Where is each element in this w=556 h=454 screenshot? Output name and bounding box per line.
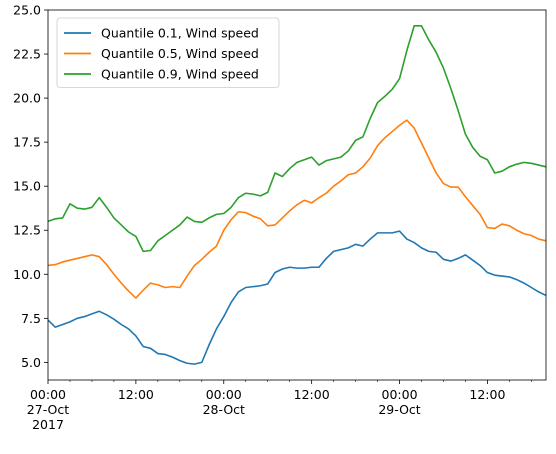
y-tick-label: 10.0	[13, 267, 41, 282]
series-lines	[47, 25, 547, 365]
x-tick-label: 12:00	[118, 387, 154, 402]
y-tick-label: 15.0	[13, 179, 41, 194]
y-tick-label: 7.5	[21, 311, 41, 326]
x-tick-label: 12:00	[469, 387, 505, 402]
legend-label: Quantile 0.1, Wind speed	[101, 26, 259, 41]
y-tick-label: 12.5	[13, 223, 41, 238]
legend-box	[56, 17, 280, 88]
x-tick-label: 12:00	[294, 387, 330, 402]
x-tick-label: 00:00	[382, 387, 418, 402]
y-tick-label: 20.0	[13, 91, 41, 106]
x-tick-label: 00:00	[30, 387, 66, 402]
y-tick-label: 22.5	[13, 47, 41, 62]
y-tick-label: 5.0	[21, 355, 41, 370]
x-tick-label: 28-Oct	[203, 402, 245, 417]
axes: 5.07.510.012.515.017.520.022.525.000:002…	[13, 3, 532, 432]
y-tick-label: 17.5	[13, 135, 41, 150]
legend-label: Quantile 0.5, Wind speed	[101, 46, 259, 61]
legend: Quantile 0.1, Wind speed Quantile 0.5, Wi…	[56, 17, 280, 88]
series-line-2	[47, 119, 547, 299]
legend-label: Quantile 0.9, Wind speed	[101, 67, 259, 82]
x-tick-label: 2017	[32, 417, 64, 432]
x-tick-label: 00:00	[206, 387, 242, 402]
y-tick-label: 25.0	[13, 3, 41, 18]
x-tick-label: 27-Oct	[27, 402, 69, 417]
series-line-3	[47, 25, 547, 253]
series-line-1	[47, 230, 547, 365]
plot-frame	[47, 9, 547, 381]
x-tick-label: 29-Oct	[378, 402, 420, 417]
